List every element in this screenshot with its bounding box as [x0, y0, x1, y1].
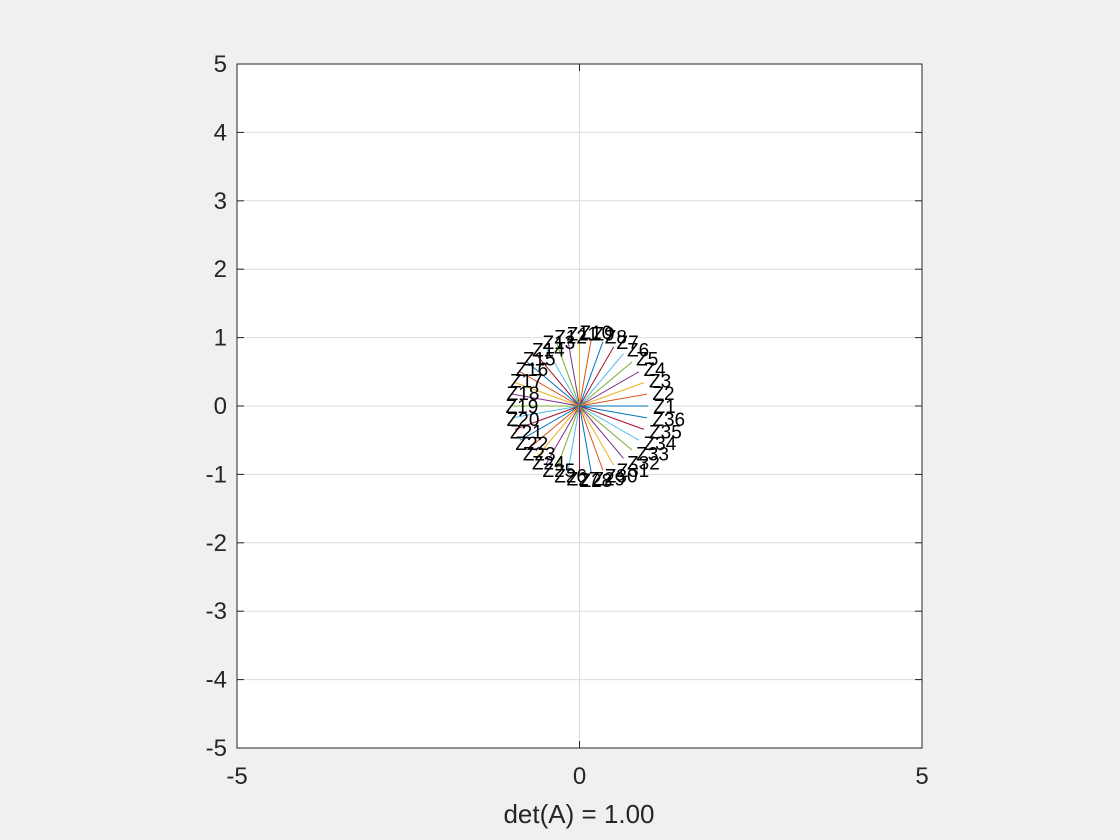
- vector-label: Z34: [644, 434, 677, 455]
- vector-label: Z2: [652, 384, 674, 405]
- y-tick-label: 4: [214, 119, 227, 146]
- vector-label: Z16: [515, 360, 548, 381]
- vector-line: [535, 353, 580, 407]
- vector-line: [567, 338, 580, 407]
- vector-label: Z6: [627, 340, 649, 361]
- y-tick-label: -1: [206, 461, 227, 488]
- x-axis-label: det(A) = 1.00: [503, 799, 654, 829]
- vector-line: [511, 393, 580, 407]
- vector-labels: Z1Z2Z3Z4Z5Z6Z7Z8Z9Z10Z11Z12Z13Z14Z15Z16Z…: [506, 323, 686, 492]
- vector-line: [567, 405, 580, 474]
- vector-label: Z9: [592, 324, 614, 345]
- vector-line: [579, 393, 648, 407]
- vector-label: Z5: [636, 350, 658, 371]
- vector-line: [579, 405, 648, 419]
- vector-label: Z33: [636, 444, 669, 465]
- y-tick-label: 5: [214, 51, 227, 78]
- vector-line: [579, 405, 592, 474]
- vector-line: [519, 405, 580, 441]
- vector-line: [579, 405, 640, 441]
- y-tick-label: 0: [214, 393, 227, 420]
- vector-label: Z13: [543, 333, 576, 354]
- x-tick-label: 5: [915, 763, 928, 790]
- axes[interactable]: Z1Z2Z3Z4Z5Z6Z7Z8Z9Z10Z11Z12Z13Z14Z15Z16Z…: [206, 51, 929, 790]
- vector-label: Z20: [507, 410, 540, 431]
- vector-label: Z8: [605, 328, 627, 349]
- vector-line: [579, 405, 645, 430]
- vector-line: [579, 341, 604, 407]
- vector-label: Z28: [580, 471, 613, 492]
- vector-label: Z29: [592, 470, 625, 491]
- vector-line: [579, 405, 604, 471]
- vector-line: [579, 405, 633, 451]
- vector-line: [579, 346, 615, 407]
- vector-label: Z1: [653, 397, 675, 418]
- vector-label: Z10: [580, 323, 613, 344]
- vector-line: [555, 405, 580, 471]
- tick-labels: 5 4 3 2 1 0 -1 -2 -3 -4 -5-5 0 5: [206, 51, 929, 790]
- y-tick-label: 1: [214, 325, 227, 352]
- vector-line: [514, 405, 580, 430]
- vector-label: Z32: [627, 454, 660, 475]
- vector-label: Z36: [652, 410, 685, 431]
- vector-label: Z21: [510, 422, 543, 443]
- vector-label: Z4: [644, 360, 667, 381]
- y-tick-label: -2: [206, 530, 227, 557]
- vector-line: [519, 371, 580, 407]
- vector-line: [544, 405, 580, 466]
- vector-label: Z14: [532, 340, 565, 361]
- vector-line: [579, 361, 633, 407]
- vector-label: Z19: [506, 397, 539, 418]
- vector-label: Z11: [567, 324, 598, 345]
- vector-lines: [511, 337, 648, 475]
- y-tick-label: -3: [206, 598, 227, 625]
- vector-line: [579, 371, 640, 407]
- vector-line: [579, 405, 615, 466]
- vector-line: [514, 382, 580, 407]
- vector-label: Z24: [532, 454, 565, 475]
- vector-label: Z30: [605, 466, 638, 487]
- y-tick-label: -5: [206, 735, 227, 762]
- vector-line: [544, 346, 580, 407]
- axis-ticks: [236, 63, 923, 749]
- vector-line: [526, 405, 580, 451]
- vector-label: Z18: [507, 384, 540, 405]
- vector-label: Z7: [616, 333, 638, 354]
- vector-label: Z15: [523, 350, 556, 371]
- y-tick-label: 3: [214, 188, 227, 215]
- vector-line: [535, 405, 580, 459]
- y-tick-label: 2: [214, 256, 227, 283]
- vector-label: Z35: [649, 422, 682, 443]
- x-tick-label: -5: [226, 763, 247, 790]
- y-tick-label: -4: [206, 667, 227, 694]
- vector-line: [526, 361, 580, 407]
- vector-label: Z27: [567, 470, 600, 491]
- vector-label: Z12: [554, 328, 587, 349]
- vector-line: [579, 405, 624, 459]
- vector-line: [579, 353, 624, 407]
- vector-line: [579, 382, 645, 407]
- vector-line: [555, 341, 580, 407]
- vector-label: Z3: [649, 372, 671, 393]
- vector-label: Z23: [523, 444, 556, 465]
- vector-label: Z22: [515, 434, 548, 455]
- vector-line: [511, 405, 580, 419]
- vector-label: Z26: [554, 466, 587, 487]
- x-tick-label: 0: [573, 763, 586, 790]
- vector-line: [579, 338, 592, 407]
- vector-label: Z31: [616, 461, 649, 482]
- vector-label: Z17: [510, 372, 543, 393]
- vector-label: Z25: [543, 461, 576, 482]
